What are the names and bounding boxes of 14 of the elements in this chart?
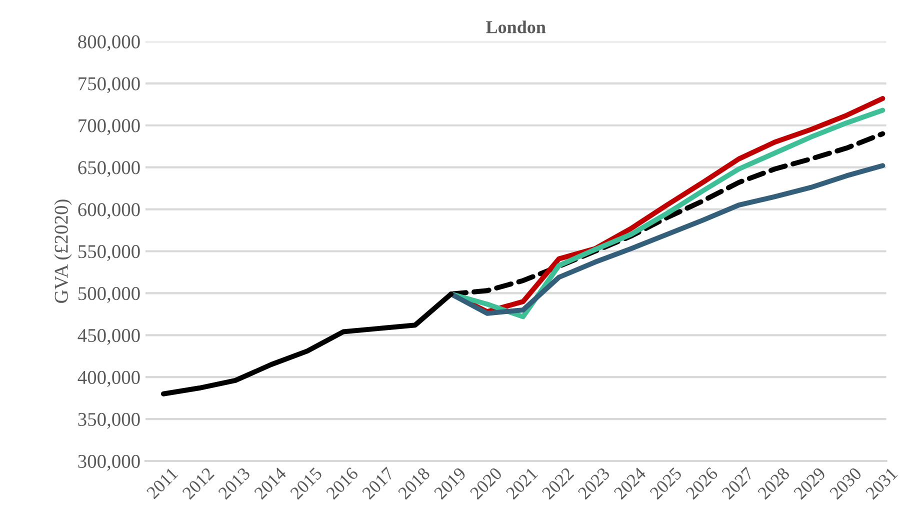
chart-title: London	[486, 20, 546, 34]
y-tick-label: 550,000	[78, 245, 140, 261]
y-tick-label: 500,000	[78, 287, 140, 303]
y-axis-title: GVA (£2020)	[54, 200, 72, 303]
y-tick-label: 450,000	[78, 328, 140, 345]
y-tick-label: 700,000	[78, 119, 140, 136]
y-tick-label: 400,000	[78, 370, 140, 387]
x-tick-label: 2011	[146, 467, 178, 500]
y-tick-label: 350,000	[78, 412, 140, 429]
y-tick-label: 800,000	[78, 35, 140, 52]
y-tick-label: 750,000	[78, 77, 140, 94]
y-tick-label: 300,000	[78, 454, 140, 471]
y-tick-label: 650,000	[78, 161, 140, 178]
y-tick-label: 600,000	[78, 203, 140, 220]
